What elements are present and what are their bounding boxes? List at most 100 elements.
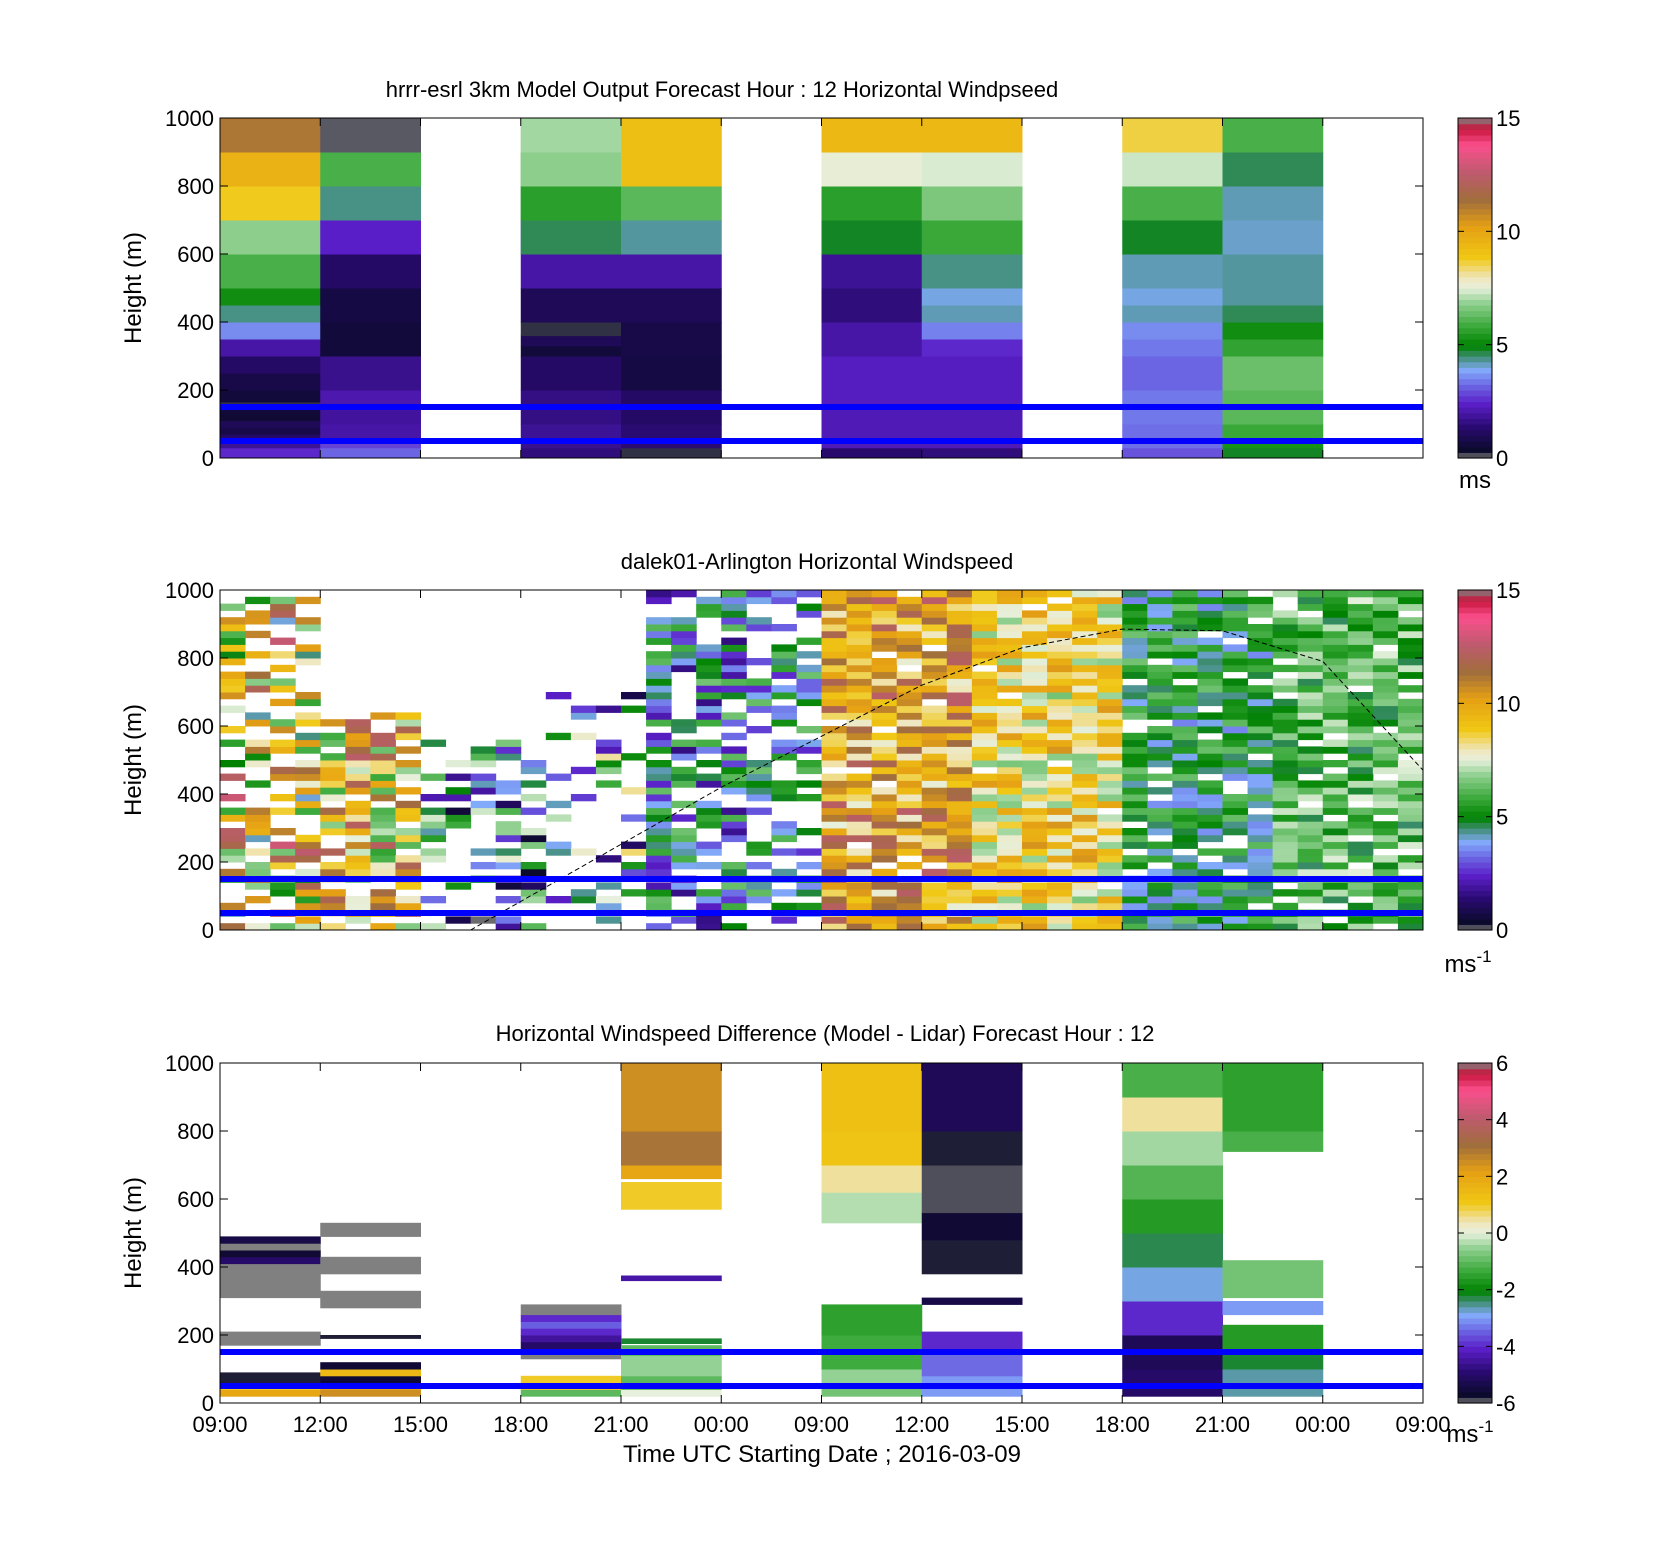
colorbar-swatch (1458, 590, 1492, 597)
heatmap-cell (345, 773, 371, 781)
heatmap-cell (821, 821, 848, 829)
colorbar-swatch (1458, 1397, 1492, 1404)
heatmap-cell (796, 651, 822, 659)
heatmap-cell (1147, 828, 1173, 836)
colorbar-swatch (1458, 225, 1492, 232)
y-tick-label: 400 (177, 782, 214, 807)
x-tick-label: 18:00 (493, 1412, 548, 1437)
heatmap-cell (220, 305, 321, 323)
heatmap-cell (921, 868, 948, 877)
heatmap-cell (871, 766, 898, 775)
heatmap-cell (846, 671, 873, 679)
x-tick-label: 15:00 (994, 1412, 1049, 1437)
heatmap-cell (1172, 902, 1198, 911)
heatmap-cell (245, 814, 271, 822)
heatmap-cell (395, 855, 421, 863)
heatmap-cell (821, 896, 848, 904)
heatmap-cell (1247, 712, 1274, 720)
colorbar-swatch (1458, 1131, 1492, 1138)
heatmap-cell (821, 868, 848, 877)
heatmap-cell (996, 794, 1023, 802)
heatmap-cell (721, 685, 747, 693)
heatmap-cell (621, 356, 722, 391)
colorbar-swatch (1458, 782, 1492, 789)
heatmap-cell (1297, 596, 1324, 605)
heatmap-cell (1372, 610, 1399, 618)
heatmap-cell (1372, 882, 1399, 890)
colorbar-swatch (1458, 675, 1492, 682)
heatmap-cell (921, 705, 948, 713)
heatmap-cell (1322, 705, 1349, 713)
heatmap-cell (270, 726, 296, 734)
heatmap-cell (996, 807, 1023, 815)
heatmap-cell (1397, 834, 1424, 843)
heatmap-cell (996, 882, 1023, 890)
heatmap-cell (1247, 841, 1274, 849)
heatmap-cell (370, 902, 396, 911)
heatmap-cell (1272, 678, 1299, 686)
heatmap-cell (721, 821, 747, 829)
heatmap-cell (1347, 760, 1374, 768)
heatmap-cell (996, 678, 1023, 686)
heatmap-cell (821, 855, 848, 863)
heatmap-cell (1297, 807, 1324, 815)
heatmap-cell (1347, 814, 1374, 822)
heatmap-cell (1147, 705, 1173, 713)
heatmap-cell (1297, 766, 1324, 775)
heatmap-cell (846, 773, 873, 781)
heatmap-cell (621, 1165, 722, 1180)
heatmap-cell (996, 916, 1023, 924)
heatmap-cell (1372, 834, 1399, 843)
heatmap-cell (220, 807, 246, 815)
heatmap-cell (846, 855, 873, 863)
heatmap-cell (796, 739, 822, 747)
heatmap-cell (295, 848, 321, 856)
heatmap-cell (1247, 651, 1274, 659)
heatmap-cell (846, 814, 873, 822)
heatmap-cell (1297, 821, 1324, 829)
heatmap-cell (1197, 651, 1223, 659)
heatmap-cell (1197, 664, 1223, 673)
heatmap-cell (821, 848, 848, 856)
heatmap-cell (1172, 644, 1198, 652)
heatmap-cell (1072, 692, 1098, 700)
heatmap-cell (971, 596, 998, 605)
heatmap-cell (871, 821, 898, 829)
heatmap-cell (746, 692, 772, 700)
colorbar-swatch (1458, 174, 1492, 181)
heatmap-cell (1222, 739, 1249, 747)
heatmap-cell (445, 821, 472, 829)
heatmap-cell (721, 651, 747, 659)
heatmap-cell (570, 848, 597, 856)
heatmap-cell (746, 698, 772, 707)
heatmap-cell (495, 746, 522, 754)
heatmap-cell (245, 834, 271, 843)
heatmap-cell (946, 821, 973, 829)
heatmap-cell (821, 712, 848, 720)
heatmap-cell (896, 658, 923, 666)
colorbar-swatch (1458, 1261, 1492, 1268)
heatmap-cell (846, 590, 873, 598)
reference-lines (220, 1349, 1423, 1389)
heatmap-cell (1047, 902, 1073, 911)
heatmap-cell (946, 698, 973, 707)
heatmap-cell (746, 780, 772, 788)
heatmap-cell (946, 923, 973, 931)
heatmap-cell (245, 868, 271, 877)
heatmap-cell (771, 902, 797, 911)
heatmap-cell (1347, 766, 1374, 775)
heatmap-cell (796, 610, 822, 618)
heatmap-cell (1197, 753, 1223, 761)
heatmap-cell (220, 1372, 321, 1384)
heatmap-cell (946, 746, 973, 754)
heatmap-cell (921, 596, 948, 605)
heatmap-cell (320, 1335, 421, 1339)
heatmap-cell (245, 712, 271, 720)
heatmap-cell (971, 821, 998, 829)
heatmap-cell (1347, 712, 1374, 720)
heatmap-cell (971, 630, 998, 639)
heatmap-cell (1122, 916, 1148, 924)
colorbar-swatch (1458, 816, 1492, 823)
colorbar-swatch (1458, 663, 1492, 670)
